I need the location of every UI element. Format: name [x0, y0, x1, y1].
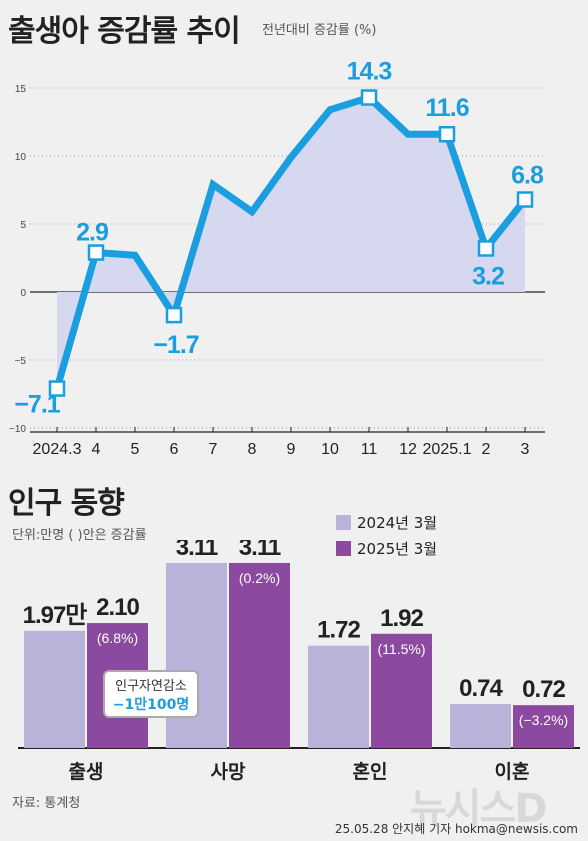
x-tick-label: 9: [287, 441, 296, 458]
x-tick-label: 4: [92, 441, 101, 458]
credit-line: 25.05.28 안지혜 기자 hokma@newsis.com: [334, 822, 578, 836]
callout-line1: 인구자연감소: [115, 679, 187, 694]
x-tick-label: 7: [209, 441, 218, 458]
legend-label-2025: 2025년 3월: [357, 540, 438, 558]
category-label: 출생: [69, 761, 104, 783]
category-label: 사망: [211, 761, 246, 783]
x-tick-label: 6: [170, 441, 179, 458]
line-chart-subtitle: 전년대비 증감률 (%): [262, 23, 377, 38]
bar-value-label: 0.74: [459, 675, 503, 702]
bar-chart: 1.97만 2.10 (6.8%) 출생 3.11 3.11 (0.2%) 사망 1.72 1.9…: [18, 540, 580, 783]
natural-decrease-callout: 인구자연감소 −1만100명: [103, 670, 199, 718]
category-label: 혼인: [353, 760, 388, 783]
bar-change-label: (−3.2%): [519, 712, 568, 728]
data-point-marker: [438, 125, 456, 143]
bar-2025: [371, 633, 432, 748]
category-label: 이혼: [495, 760, 530, 783]
bar-value-label: 1.97만: [23, 602, 88, 629]
y-tick-label: −5: [15, 356, 27, 367]
data-label: 11.6: [425, 94, 468, 122]
y-tick-label: −10: [9, 424, 26, 435]
data-point-marker: [48, 380, 66, 397]
y-tick-label: 0: [20, 288, 26, 299]
bar-chart-title: 인구 동향: [8, 486, 125, 521]
bar-value-label: 1.92: [380, 605, 423, 632]
bar-change-label: (11.5%): [378, 641, 426, 657]
bar-value-label: 3.11: [176, 540, 218, 561]
data-label: −1.7: [153, 331, 198, 359]
bar-2024: [450, 703, 511, 748]
x-tick-label: 2025.1: [423, 441, 472, 458]
data-label: 2.9: [76, 219, 108, 247]
y-tick-label: 10: [15, 152, 27, 163]
data-label: 3.2: [472, 262, 504, 290]
data-label: −7.1: [14, 391, 60, 419]
bar-2024: [166, 562, 227, 748]
x-tick-label: 5: [131, 441, 140, 458]
x-tick-label: 8: [248, 441, 257, 458]
x-tick-label: 2024.3: [33, 441, 82, 458]
line-chart: 15 10 5 0 −5 −10 2024.3 4 5 6 7 8 9 10 11 12 2025.1 2 3 −7.…: [9, 58, 545, 458]
data-point-marker: [87, 244, 105, 261]
legend-swatch-2025: [336, 541, 351, 556]
y-tick-label: 15: [15, 84, 27, 95]
legend-item-2024: 2024년 3월: [336, 512, 437, 533]
x-tick-label: 2: [482, 441, 491, 458]
legend-swatch-2024: [336, 515, 351, 530]
callout-line2: −1만100명: [112, 697, 190, 713]
y-tick-label: 5: [20, 220, 26, 231]
x-tick-label: 3: [521, 441, 530, 458]
bar-change-label: (0.2%): [239, 570, 280, 586]
bar-2024: [308, 645, 369, 748]
bar-2025: [513, 705, 574, 748]
data-point-marker: [477, 240, 495, 257]
bar-value-label: 3.11: [239, 540, 281, 561]
legend-label-2024: 2024년 3월: [357, 514, 438, 532]
bar-2025: [229, 562, 290, 748]
newsis-watermark: 뉴시스D: [410, 786, 548, 832]
bar-2024: [24, 630, 85, 748]
data-point-marker: [516, 191, 534, 208]
x-tick-label: 11: [361, 441, 378, 458]
legend-item-2025: 2025년 3월: [336, 538, 437, 559]
data-label: 14.3: [347, 58, 392, 86]
bar-value-label: 0.72: [522, 676, 565, 703]
bar-chart-unit-note: 단위:만명 ( )안은 증감률: [12, 528, 147, 543]
line-chart-title: 출생아 증감률 추이: [8, 14, 241, 49]
bar-change-label: (6.8%): [97, 630, 138, 646]
data-point-marker: [165, 306, 183, 324]
x-tick-label: 12: [399, 441, 417, 458]
data-point-marker: [360, 89, 378, 106]
data-label: 6.8: [511, 162, 544, 190]
bar-value-label: 1.72: [317, 617, 360, 644]
x-tick-label: 10: [321, 441, 339, 458]
bar-value-label: 2.10: [96, 594, 139, 621]
area-fill: [57, 97, 525, 389]
source-note: 자료: 통계청: [12, 796, 81, 811]
